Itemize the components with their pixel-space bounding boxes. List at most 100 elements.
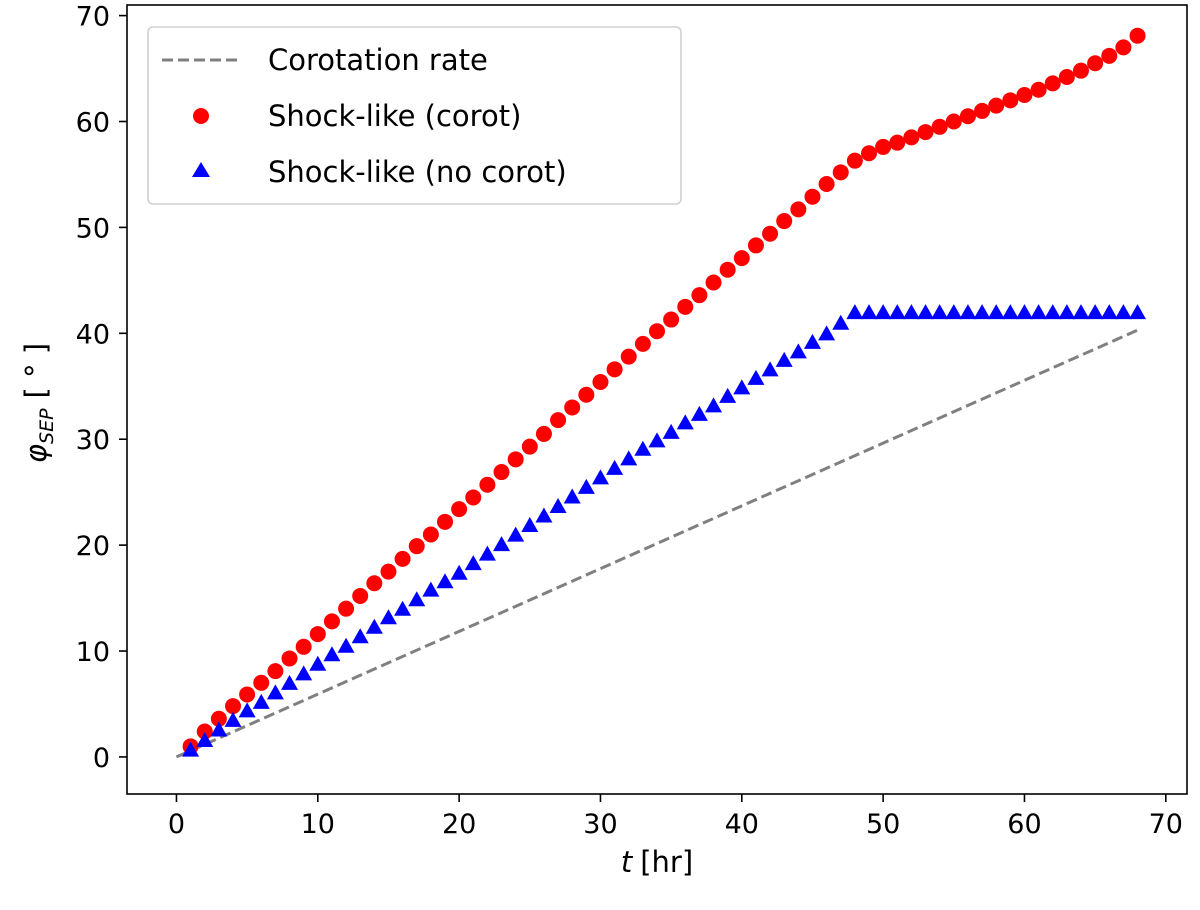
data-point	[253, 674, 270, 691]
data-point	[634, 335, 651, 352]
data-point	[338, 600, 355, 617]
data-point	[309, 626, 326, 643]
data-point	[1015, 304, 1033, 320]
data-point	[676, 414, 694, 430]
data-point	[1030, 304, 1048, 320]
data-point	[436, 573, 454, 589]
data-point	[379, 609, 397, 625]
data-point	[465, 489, 482, 506]
data-point	[535, 507, 553, 523]
data-point	[1100, 304, 1118, 320]
data-point	[323, 646, 341, 662]
data-point	[649, 323, 665, 340]
data-point	[550, 412, 567, 429]
data-point	[832, 164, 849, 181]
data-point	[578, 386, 595, 403]
data-point	[493, 536, 511, 552]
data-point	[295, 638, 312, 655]
data-point	[464, 555, 482, 571]
data-point	[775, 351, 793, 367]
y-tick-label: 0	[93, 743, 110, 774]
data-point	[1115, 39, 1132, 56]
data-point	[790, 201, 807, 218]
data-point	[1072, 304, 1090, 320]
data-point	[281, 674, 299, 690]
data-point	[238, 702, 256, 718]
data-point	[535, 425, 552, 442]
data-point	[945, 304, 963, 320]
data-point	[422, 581, 440, 597]
x-tick-label: 50	[866, 809, 900, 840]
data-point	[422, 526, 439, 543]
data-point	[1129, 304, 1147, 320]
data-point	[719, 387, 737, 403]
data-point	[352, 587, 369, 604]
y-tick-label: 10	[76, 637, 110, 668]
data-point	[309, 655, 327, 671]
data-point	[577, 478, 595, 494]
series-shock-like-corot	[182, 27, 1146, 755]
data-point	[620, 348, 637, 365]
legend-swatch-shock-like-no-corot	[192, 162, 210, 177]
x-axis-label: t [hr]	[621, 845, 693, 879]
data-point	[1002, 92, 1019, 109]
data-point	[1058, 304, 1076, 320]
y-tick-label: 50	[76, 213, 110, 244]
data-point	[479, 476, 496, 493]
data-point	[1114, 304, 1132, 320]
y-tick-label: 60	[76, 107, 110, 138]
x-axis-label-symbol: t	[621, 845, 634, 879]
data-point	[591, 469, 609, 485]
data-point	[917, 304, 935, 320]
data-point	[450, 564, 468, 580]
data-point	[690, 405, 708, 421]
data-point	[323, 613, 340, 630]
legend-label-shock-like-no-corot: Shock-like (no corot)	[268, 155, 567, 189]
data-point	[478, 545, 496, 561]
data-point	[747, 369, 765, 385]
data-point	[493, 464, 510, 481]
data-point	[861, 145, 877, 162]
data-point	[337, 637, 355, 653]
data-point	[987, 304, 1005, 320]
x-axis-label-unit: [hr]	[640, 845, 693, 879]
data-point	[225, 698, 241, 715]
data-point	[1101, 47, 1118, 64]
data-point	[973, 304, 991, 320]
data-point	[663, 311, 680, 328]
data-point	[451, 501, 468, 518]
data-point	[507, 451, 524, 468]
axes-frame	[126, 4, 1188, 795]
data-point	[1030, 81, 1047, 98]
data-point	[959, 304, 977, 320]
data-point	[365, 618, 383, 634]
data-point	[295, 665, 313, 681]
data-point	[394, 600, 412, 616]
data-point	[380, 563, 397, 580]
data-point	[1073, 62, 1089, 79]
data-point	[239, 686, 256, 703]
y-axis-label-symbol: φ	[19, 444, 53, 463]
legend-label-corotation-rate: Corotation rate	[268, 43, 488, 77]
data-point	[266, 684, 284, 700]
data-point	[408, 591, 426, 607]
data-point	[1058, 69, 1075, 86]
data-point	[931, 304, 949, 320]
y-axis-label: φSEP [ ° ]	[19, 343, 58, 463]
data-point	[1044, 75, 1061, 92]
data-point	[606, 459, 624, 475]
data-point	[606, 361, 623, 378]
data-point	[267, 663, 284, 680]
data-point	[761, 361, 779, 377]
data-point	[846, 152, 863, 169]
data-point	[931, 118, 948, 135]
data-point	[648, 432, 666, 448]
series-shock-like-no-corot	[182, 304, 1147, 757]
data-point	[408, 538, 425, 555]
data-point	[874, 304, 892, 320]
data-point	[762, 225, 779, 242]
y-axis-label-unit: [ ° ]	[19, 343, 53, 399]
data-point	[620, 450, 638, 466]
data-point	[804, 188, 821, 205]
